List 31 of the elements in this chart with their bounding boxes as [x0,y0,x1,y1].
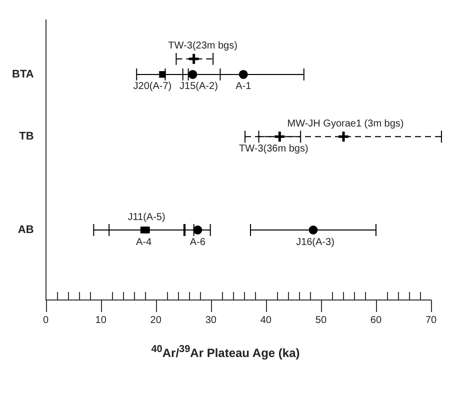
x-tick-label: 30 [205,314,217,326]
x-axis-title: $^{40}$Ar/$^{39}$Ar Plateau Age (ka) [150,344,301,360]
series-label: J15(A-2) [180,81,218,92]
series-label: J20(A-7) [133,81,172,92]
x-tick-label: 20 [150,314,162,326]
series-label: TW-3(23m bgs) [168,40,238,52]
point [308,226,318,234]
point [337,130,350,143]
x-tick-label: 40 [260,314,272,326]
series-label: A-6 [190,236,206,248]
series-label: A-1 [236,81,252,92]
point [188,52,200,66]
point [273,130,286,143]
point [188,70,198,79]
point [159,71,166,78]
series-label: J16(A-3) [296,236,334,248]
series-label: TW-3(36m bgs) [239,143,308,154]
x-tick-label: 60 [370,314,382,326]
point [238,70,248,79]
y-tick-label: AB [18,224,34,236]
x-tick-label: 0 [43,314,50,326]
series-label: J11(A-5) [128,212,166,223]
x-tick-label: 50 [315,314,327,326]
point [193,226,202,234]
series-label: A-4 [136,236,152,248]
x-tick-label: 10 [95,314,107,326]
y-tick-label: TB [19,130,34,143]
x-tick-label: 70 [425,314,437,326]
point [143,226,150,234]
y-tick-label: BTA [12,68,34,80]
series-label: MW-JH Gyorae1 (3m bgs) [287,118,404,130]
